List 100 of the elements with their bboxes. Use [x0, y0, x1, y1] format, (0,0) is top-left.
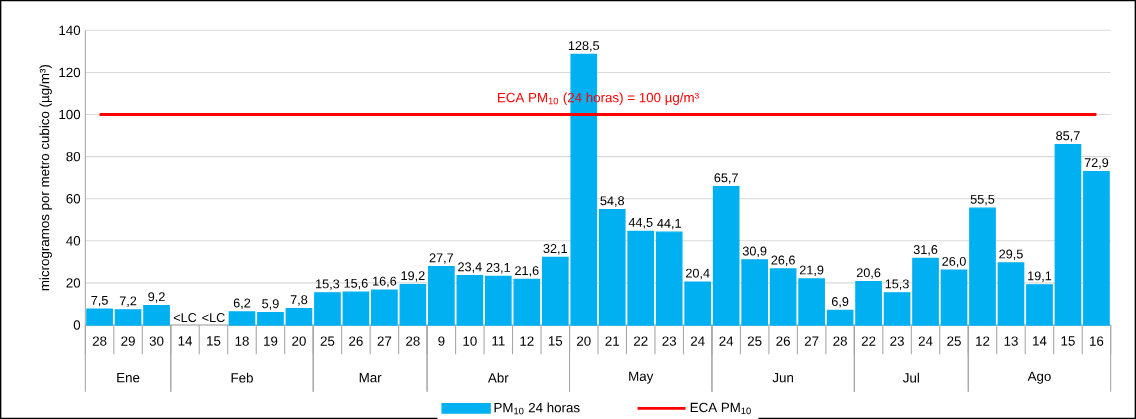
text: <LC — [173, 313, 197, 323]
y-tick-label: 100 — [59, 109, 81, 120]
data-label: 54,8 — [600, 196, 625, 207]
x-tick-label: 15 — [548, 336, 563, 346]
x-tick-label: 24 — [918, 336, 933, 346]
x-tick-label: 22 — [861, 336, 876, 346]
bar — [314, 292, 341, 326]
bar — [342, 291, 370, 326]
bar — [997, 262, 1025, 326]
bar — [257, 311, 284, 326]
bar — [883, 292, 911, 326]
x-tick-label: 27 — [377, 336, 392, 346]
x-tick-label: 22 — [633, 336, 648, 346]
data-label: 15,3 — [316, 279, 340, 290]
data-label: 7,2 — [119, 296, 137, 307]
y-tick-label: 60 — [66, 194, 81, 204]
y-tick-label: 80 — [66, 151, 81, 162]
x-tick-label: 25 — [747, 336, 762, 346]
bar — [143, 304, 170, 326]
data-label: 27,7 — [429, 253, 454, 264]
bar — [769, 268, 797, 326]
x-tick-label: 29 — [121, 336, 135, 346]
x-tick-label: 9 — [438, 336, 445, 346]
data-label: 19,2 — [401, 271, 425, 282]
text: May — [629, 371, 654, 384]
data-label: 16,6 — [373, 276, 397, 288]
data-label: 26,0 — [942, 256, 966, 268]
bar — [1054, 143, 1082, 326]
bar — [855, 280, 882, 326]
bar — [428, 266, 455, 326]
x-tick-label: 18 — [235, 336, 249, 346]
x-tick-label: 14 — [178, 336, 193, 346]
x-tick-label: 24 — [690, 336, 705, 346]
bar — [826, 309, 854, 326]
data-label: 7,8 — [290, 295, 308, 306]
x-tick-label: 20 — [577, 336, 591, 346]
legend-label: ECA PM$_{10}$ — [690, 402, 751, 415]
bar — [969, 207, 996, 326]
bar — [798, 278, 825, 326]
data-label: 6,9 — [831, 297, 849, 308]
data-label: 21,6 — [515, 266, 539, 277]
data-label: 9,2 — [148, 292, 165, 303]
bar — [86, 308, 113, 326]
bar — [456, 275, 484, 326]
x-tick-label: 12 — [520, 336, 534, 346]
data-label: 44,1 — [657, 218, 681, 230]
data-label: 29,5 — [999, 249, 1023, 260]
data-label: 7,5 — [91, 295, 108, 307]
data-label: 23,4 — [458, 262, 482, 273]
text: Ene — [117, 373, 140, 383]
x-tick-label: 15 — [1061, 336, 1075, 346]
text: Mar — [359, 373, 382, 383]
text: Jun — [772, 373, 794, 383]
x-tick-label: 26 — [776, 336, 790, 346]
data-label: 65,7 — [714, 173, 738, 184]
y-tick-label: 0 — [73, 320, 81, 330]
x-tick-label: 14 — [1033, 336, 1047, 346]
x-tick-label: 15 — [207, 336, 221, 346]
bar — [1083, 170, 1110, 326]
y-tick-label: 140 — [59, 25, 81, 36]
x-tick-label: 27 — [804, 336, 819, 346]
data-label: 19,1 — [1028, 271, 1052, 282]
data-label: 30,9 — [742, 246, 767, 258]
x-tick-label: 20 — [292, 336, 306, 346]
x-tick-label: 16 — [1090, 336, 1104, 346]
data-label: 20,4 — [685, 268, 710, 280]
x-tick-label: 28 — [406, 336, 420, 346]
data-label: 23,1 — [486, 262, 511, 274]
x-tick-label: 23 — [890, 336, 904, 346]
data-label: 44,5 — [628, 218, 653, 229]
y-tick-label: 20 — [66, 278, 81, 288]
text: Feb — [231, 372, 253, 383]
bar — [940, 269, 968, 326]
data-label: 32,1 — [543, 244, 567, 255]
bar — [399, 283, 427, 326]
y-tick-label: 120 — [59, 67, 81, 78]
x-tick-label: 21 — [605, 336, 620, 346]
legend-label: PM$_{10}$ 24 horas — [494, 402, 580, 415]
x-tick-label: 26 — [349, 336, 363, 346]
data-label: 55,5 — [970, 194, 995, 206]
data-label: 15,6 — [344, 278, 368, 290]
x-tick-label: 12 — [976, 336, 990, 346]
text: Jul — [902, 372, 919, 383]
text: Ago — [1027, 371, 1051, 384]
x-tick-label: 19 — [264, 336, 278, 346]
data-label: 85,7 — [1056, 131, 1080, 142]
x-tick-label: 30 — [149, 336, 164, 346]
x-tick-label: 23 — [662, 336, 677, 346]
bar — [228, 311, 256, 326]
bar — [1026, 284, 1053, 326]
text: <LC — [202, 313, 225, 323]
data-label: 26,6 — [771, 255, 795, 267]
data-label: 5,9 — [262, 299, 279, 310]
x-tick-label: 13 — [1004, 336, 1018, 346]
x-tick-label: 28 — [92, 336, 107, 346]
data-label: 20,6 — [856, 268, 881, 279]
y-axis-title: microgramos por metro cubico (µg/m³) — [39, 65, 52, 291]
x-tick-label: 25 — [947, 336, 961, 346]
x-tick-label: 10 — [463, 336, 477, 346]
data-label: 31,6 — [913, 245, 938, 256]
